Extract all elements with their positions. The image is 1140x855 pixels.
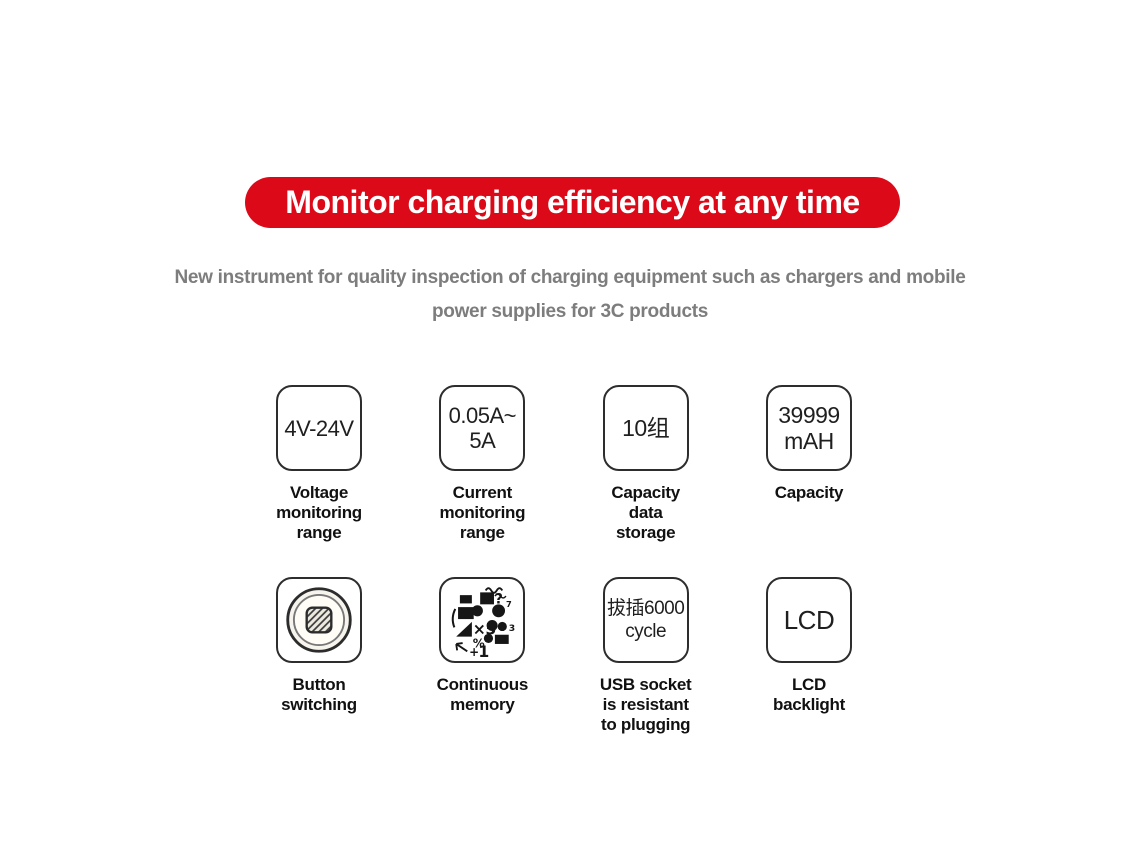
features-row-1: 4V-24V Voltage monitoring range 0.05A~ 5…: [238, 385, 890, 543]
banner-title: Monitor charging efficiency at any time: [285, 184, 860, 220]
caption-line: monitoring: [276, 503, 362, 522]
box-text-line: 5A: [469, 428, 496, 453]
caption-line: Capacity: [611, 483, 680, 502]
caption-line: monitoring: [439, 503, 526, 522]
feature-button-switching: Button switching: [238, 577, 400, 735]
caption-line: storage: [616, 523, 676, 542]
box-text-line: mAH: [784, 428, 834, 454]
feature-capacity: 39999 mAH Capacity: [728, 385, 890, 543]
feature-usb-socket-durability: 拔插6000 cycle USB socket is resistant to …: [565, 577, 727, 735]
svg-text:3: 3: [509, 623, 515, 634]
feature-voltage-monitoring-range: 4V-24V Voltage monitoring range: [238, 385, 400, 543]
box-text-line: 4V-24V: [284, 415, 354, 441]
box-text-line: 拔插6000: [607, 598, 685, 619]
feature-box-memory: ×5 ? 7 3 % + 1: [439, 577, 526, 663]
feature-caption: Button switching: [238, 675, 400, 715]
svg-text:%: %: [473, 637, 485, 651]
features-grid: 4V-24V Voltage monitoring range 0.05A~ 5…: [238, 385, 890, 735]
caption-line: Voltage: [289, 483, 349, 502]
feature-box-current: 0.05A~ 5A: [439, 385, 526, 471]
feature-caption: Voltage monitoring range: [238, 483, 400, 543]
caption-line: data: [628, 503, 663, 522]
box-text-line: 10组: [622, 415, 670, 441]
svg-text:×5: ×5: [473, 620, 496, 639]
features-row-2: Button switching: [238, 577, 890, 735]
caption-line: USB socket: [599, 675, 692, 694]
subtitle-line-2: power supplies for 3C products: [431, 301, 709, 322]
feature-caption: Capacity: [728, 483, 890, 503]
feature-box-storage: 10组: [602, 385, 689, 471]
subtitle: New instrument for quality inspection of…: [0, 261, 1140, 329]
feature-capacity-data-storage: 10组 Capacity data storage: [565, 385, 727, 543]
box-text-line: 0.05A~: [448, 403, 517, 428]
caption-line: LCD: [791, 675, 826, 694]
svg-text:?: ?: [495, 591, 503, 607]
feature-caption: Current monitoring range: [401, 483, 563, 543]
button-switch-icon: [283, 584, 355, 656]
feature-lcd-backlight: LCD LCD backlight: [728, 577, 890, 735]
caption-line: to plugging: [601, 715, 691, 734]
svg-text:1: 1: [479, 642, 489, 657]
caption-line: switching: [281, 695, 357, 714]
caption-line: Continuous: [436, 675, 529, 694]
feature-box-voltage: 4V-24V: [276, 385, 362, 471]
feature-box-capacity: 39999 mAH: [765, 385, 852, 471]
box-text-line: cycle: [625, 621, 667, 642]
box-text-line: LCD: [783, 604, 835, 635]
caption-line: Button: [292, 675, 346, 694]
svg-text:+: +: [469, 645, 479, 657]
caption-line: is resistant: [602, 695, 689, 714]
caption-line: range: [459, 523, 505, 542]
feature-current-monitoring-range: 0.05A~ 5A Current monitoring range: [401, 385, 563, 543]
box-text-line: 39999: [778, 402, 840, 428]
feature-continuous-memory: ×5 ? 7 3 % + 1 Continuous m: [401, 577, 563, 735]
caption-line: range: [296, 523, 342, 542]
subtitle-line-1: New instrument for quality inspection of…: [174, 267, 966, 288]
feature-box-button: [276, 577, 362, 663]
feature-caption: Continuous memory: [401, 675, 563, 715]
caption-line: Current: [452, 483, 513, 502]
caption-line: Capacity: [774, 483, 844, 502]
feature-caption: Capacity data storage: [565, 483, 727, 543]
feature-box-usb: 拔插6000 cycle: [602, 577, 689, 663]
feature-caption: LCD backlight: [728, 675, 890, 715]
feature-caption: USB socket is resistant to plugging: [565, 675, 727, 735]
svg-text:7: 7: [506, 599, 512, 609]
caption-line: memory: [450, 695, 515, 714]
banner: Monitor charging efficiency at any time: [245, 177, 900, 228]
caption-line: backlight: [773, 695, 845, 714]
feature-box-lcd: LCD: [765, 577, 852, 663]
memory-symbols-icon: ×5 ? 7 3 % + 1: [447, 583, 517, 657]
